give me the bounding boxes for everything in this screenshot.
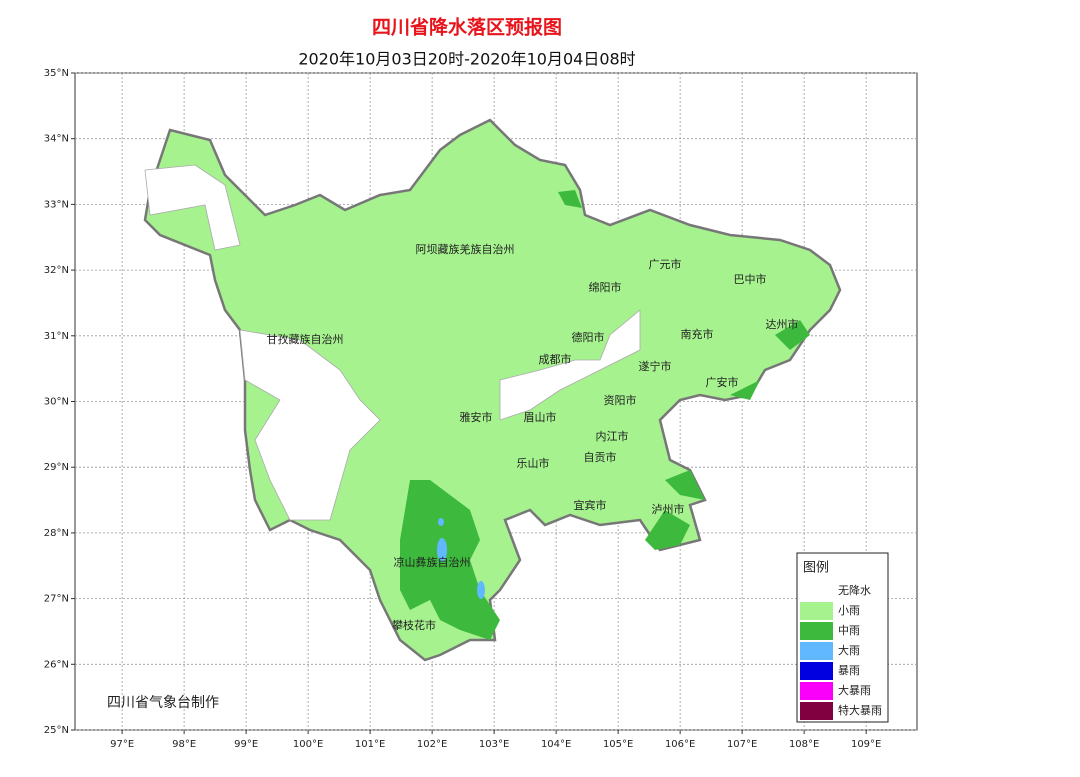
y-tick-label: 30°N xyxy=(44,397,69,408)
place-labels: 阿坝藏族羌族自治州 甘孜藏族自治州 广元市 巴中市 绵阳市 达州市 德阳市 南充… xyxy=(267,242,799,632)
x-tick-label: 103°E xyxy=(479,739,509,750)
y-tick-label: 32°N xyxy=(44,265,69,276)
place-label: 甘孜藏族自治州 xyxy=(267,332,344,346)
x-tick-label: 107°E xyxy=(727,739,757,750)
y-tick-label: 33°N xyxy=(44,199,69,210)
y-tick-label: 28°N xyxy=(44,528,69,539)
y-tick-label: 34°N xyxy=(44,134,69,145)
x-tick-label: 101°E xyxy=(355,739,385,750)
place-label: 攀枝花市 xyxy=(392,618,436,632)
place-label: 巴中市 xyxy=(734,272,767,286)
legend-label: 暴雨 xyxy=(838,664,860,677)
heavy-rain-areas xyxy=(437,518,485,599)
x-tick-label: 105°E xyxy=(603,739,633,750)
y-tick-label: 25°N xyxy=(44,725,69,736)
place-label: 资阳市 xyxy=(604,393,637,407)
place-label: 南充市 xyxy=(681,327,714,341)
legend-label: 特大暴雨 xyxy=(838,703,882,717)
legend-swatch xyxy=(800,602,833,620)
legend-label: 大暴雨 xyxy=(838,683,871,697)
legend-label: 中雨 xyxy=(838,624,860,637)
place-label: 乐山市 xyxy=(517,456,550,470)
legend-label: 大雨 xyxy=(838,643,860,657)
x-tick-label: 97°E xyxy=(110,739,134,750)
legend-label: 小雨 xyxy=(838,604,860,617)
y-tick-label: 26°N xyxy=(44,659,69,670)
place-label: 凉山彝族自治州 xyxy=(394,555,471,569)
legend-swatch xyxy=(800,642,833,660)
place-label: 宜宾市 xyxy=(574,498,607,512)
x-tick-label: 99°E xyxy=(234,739,258,750)
subtitle: 2020年10月03日20时-2020年10月04日08时 xyxy=(298,50,635,69)
place-label: 内江市 xyxy=(596,429,629,443)
x-tick-label: 100°E xyxy=(293,739,323,750)
place-label: 德阳市 xyxy=(572,330,605,344)
x-tick-label: 109°E xyxy=(851,739,881,750)
legend-swatch xyxy=(800,702,833,720)
y-tick-label: 29°N xyxy=(44,462,69,473)
x-tick-label: 102°E xyxy=(417,739,447,750)
y-tick-label: 31°N xyxy=(44,331,69,342)
legend-label: 无降水 xyxy=(838,583,871,597)
legend-swatch xyxy=(800,682,833,700)
place-label: 遂宁市 xyxy=(639,359,672,373)
place-label: 绵阳市 xyxy=(589,280,622,294)
place-label: 达州市 xyxy=(766,317,799,331)
place-label: 泸州市 xyxy=(652,502,685,516)
legend-swatch xyxy=(800,662,833,680)
x-tick-label: 98°E xyxy=(172,739,196,750)
place-label: 自贡市 xyxy=(584,450,617,464)
place-label: 阿坝藏族羌族自治州 xyxy=(416,242,515,256)
moderate-rain-areas xyxy=(400,190,810,640)
y-tick-label: 27°N xyxy=(44,594,69,605)
place-label: 眉山市 xyxy=(524,410,557,424)
x-tick-label: 106°E xyxy=(665,739,695,750)
place-label: 雅安市 xyxy=(460,410,493,424)
place-label: 广元市 xyxy=(649,257,682,271)
x-tick-label: 108°E xyxy=(789,739,819,750)
title: 四川省降水落区预报图 xyxy=(372,16,562,39)
place-label: 成都市 xyxy=(539,352,572,366)
legend-swatch xyxy=(800,582,833,600)
credit: 四川省气象台制作 xyxy=(107,695,219,711)
legend-swatch xyxy=(800,622,833,640)
x-tick-label: 104°E xyxy=(541,739,571,750)
y-tick-label: 35°N xyxy=(44,68,69,79)
no-rain-areas xyxy=(144,164,641,521)
place-label: 广安市 xyxy=(706,375,739,389)
legend-title: 图例 xyxy=(803,561,829,576)
